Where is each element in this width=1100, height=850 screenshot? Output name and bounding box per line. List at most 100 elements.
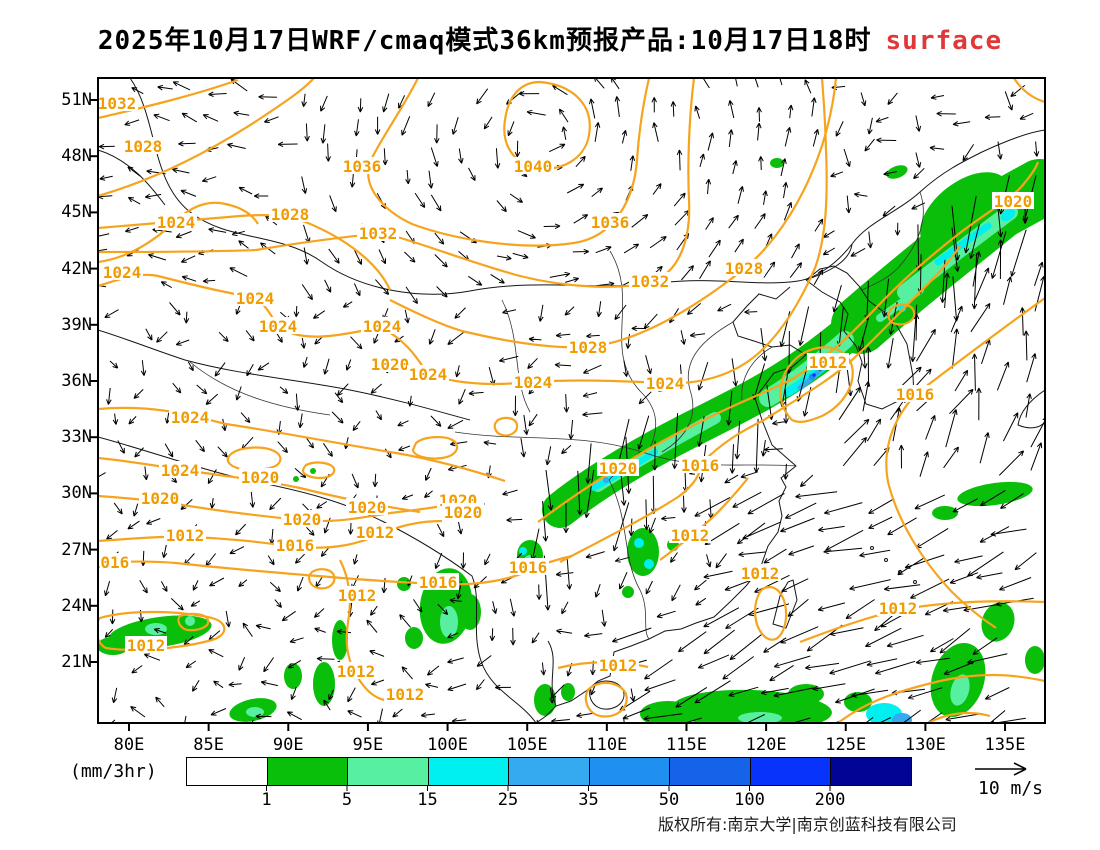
isobar-label: 1024 xyxy=(171,408,210,427)
isobar-label: 1012 xyxy=(741,564,780,583)
isobar-label: 1024 xyxy=(363,317,402,336)
isobar-label: 1024 xyxy=(157,213,196,232)
isobar-label: 1040 xyxy=(514,157,553,176)
isobar-label: 1028 xyxy=(271,205,310,224)
isobar-label: 1020 xyxy=(241,468,280,487)
lon-tick-label: 90E xyxy=(272,735,304,755)
colorbar-cell xyxy=(830,757,912,786)
lat-tick-label: 45N xyxy=(61,202,92,223)
isobar-label: 1036 xyxy=(591,213,630,232)
lon-tick-label: 110E xyxy=(586,735,628,755)
colorbar-tick-label: 1 xyxy=(261,790,272,810)
lat-tick-label: 42N xyxy=(61,258,92,279)
isobar-label: 1012 xyxy=(386,685,425,704)
lat-tick-label: 21N xyxy=(61,652,92,672)
isobar-label: 1024 xyxy=(103,263,142,282)
lat-tick-label: 33N xyxy=(61,427,92,448)
isobar-label: 1032 xyxy=(98,94,137,113)
lon-tick-label: 115E xyxy=(665,735,707,755)
isobar-labels: 1032 1028 1024 1028 1024 1036 1040 1032 1036 1032… xyxy=(91,94,1034,704)
lat-tick-label: 48N xyxy=(61,146,92,167)
colorbar-tick-label: 100 xyxy=(734,790,765,810)
isobar-label: 1020 xyxy=(444,503,483,522)
colorbar-unit-label: (mm/3hr) xyxy=(70,761,157,782)
title-surface-tag: surface xyxy=(885,26,1003,56)
colorbar-cell xyxy=(749,757,830,786)
colorbar-cell xyxy=(508,757,589,786)
colorbar-tick-label: 50 xyxy=(658,790,680,810)
lon-tick-label: 125E xyxy=(825,735,867,755)
isobar-label: 1032 xyxy=(359,224,398,243)
isobar-label: 1016 xyxy=(509,558,548,577)
isobar-label: 1012 xyxy=(337,662,376,681)
isobar-label: 1028 xyxy=(725,259,764,278)
lon-tick-label: 95E xyxy=(352,735,384,755)
isobar-label: 1012 xyxy=(166,526,205,545)
isobar-label: 1024 xyxy=(409,365,448,384)
colorbar-cell xyxy=(347,757,428,786)
isobar-label: 1016 xyxy=(91,553,130,572)
lon-tick-label: 135E xyxy=(984,735,1026,755)
isobar-label: 1012 xyxy=(599,656,638,675)
isobar-label: 1032 xyxy=(631,272,670,291)
lat-tick-label: 36N xyxy=(61,371,92,391)
isobar-label: 1020 xyxy=(283,510,322,529)
colorbar-tick-label: 200 xyxy=(814,790,846,810)
lat-tick-label: 30N xyxy=(61,483,92,504)
lon-tick-label: 100E xyxy=(427,735,469,755)
colorbar-cell xyxy=(266,757,347,786)
wind-vectors xyxy=(98,78,1045,723)
colorbar-tick-label: 15 xyxy=(417,790,438,810)
wind-reference-arrow xyxy=(975,762,1027,776)
colorbar-cell xyxy=(427,757,508,786)
title-text: 2025年10月17日WRF/cmaq模式36km预报产品:10月17日18时 xyxy=(97,26,872,56)
isobar-label: 1020 xyxy=(599,459,638,478)
isobar-label: 1028 xyxy=(124,137,163,156)
colorbar-cell xyxy=(186,757,267,786)
isobar-label: 1012 xyxy=(809,353,848,372)
colorbar-cell xyxy=(669,757,750,786)
isobar-label: 1016 xyxy=(896,385,935,404)
isobar-label: 1016 xyxy=(419,573,458,592)
lon-tick-label: 105E xyxy=(506,735,548,755)
isobar-label: 1020 xyxy=(348,498,387,517)
lat-tick-label: 51N xyxy=(61,90,92,110)
isobar-label: 1012 xyxy=(356,523,395,542)
colorbar-tick-label: 5 xyxy=(341,790,353,810)
isobar-label: 1016 xyxy=(681,456,720,475)
isobar-label: 1012 xyxy=(879,599,918,618)
isobar-label: 1020 xyxy=(994,192,1033,211)
lat-tick-label: 39N xyxy=(61,314,92,335)
precip-colorbar xyxy=(186,757,912,786)
isobar-label: 1036 xyxy=(343,157,382,176)
wind-legend-label: 10 m/s xyxy=(978,778,1044,799)
axis-tick-marks xyxy=(90,99,1007,731)
isobar-label: 1024 xyxy=(236,289,275,308)
copyright-text: 版权所有:南京大学|南京创蓝科技有限公司 xyxy=(658,815,957,834)
isobar-label: 1012 xyxy=(338,586,377,605)
isobar-label: 1020 xyxy=(141,489,180,508)
isobar-label: 1024 xyxy=(161,461,200,480)
lon-tick-label: 120E xyxy=(745,735,787,755)
isobar-label: 1020 xyxy=(371,355,410,374)
isobar-label: 1012 xyxy=(127,636,166,655)
map-frame xyxy=(97,77,1046,724)
page-title: 2025年10月17日WRF/cmaq模式36km预报产品:10月17日18时 s… xyxy=(0,20,1100,57)
isobar-label: 1028 xyxy=(569,338,608,357)
lon-tick-label: 80E xyxy=(113,735,145,755)
colorbar-tick-label: 35 xyxy=(578,790,599,810)
colorbar-tick-label: 25 xyxy=(497,790,519,810)
isobar-label: 1012 xyxy=(671,526,710,545)
colorbar-cell xyxy=(588,757,669,786)
isobar-label: 1024 xyxy=(514,373,553,392)
isobar-label: 1024 xyxy=(646,374,685,393)
lon-tick-label: 85E xyxy=(193,735,224,755)
lon-tick-label: 130E xyxy=(904,735,946,755)
isobar-label: 1024 xyxy=(259,317,298,336)
colorbar-tick-marks xyxy=(266,786,831,791)
lat-tick-label: 27N xyxy=(61,539,92,560)
isobar-label: 1016 xyxy=(276,536,315,555)
lat-tick-label: 24N xyxy=(61,595,92,616)
